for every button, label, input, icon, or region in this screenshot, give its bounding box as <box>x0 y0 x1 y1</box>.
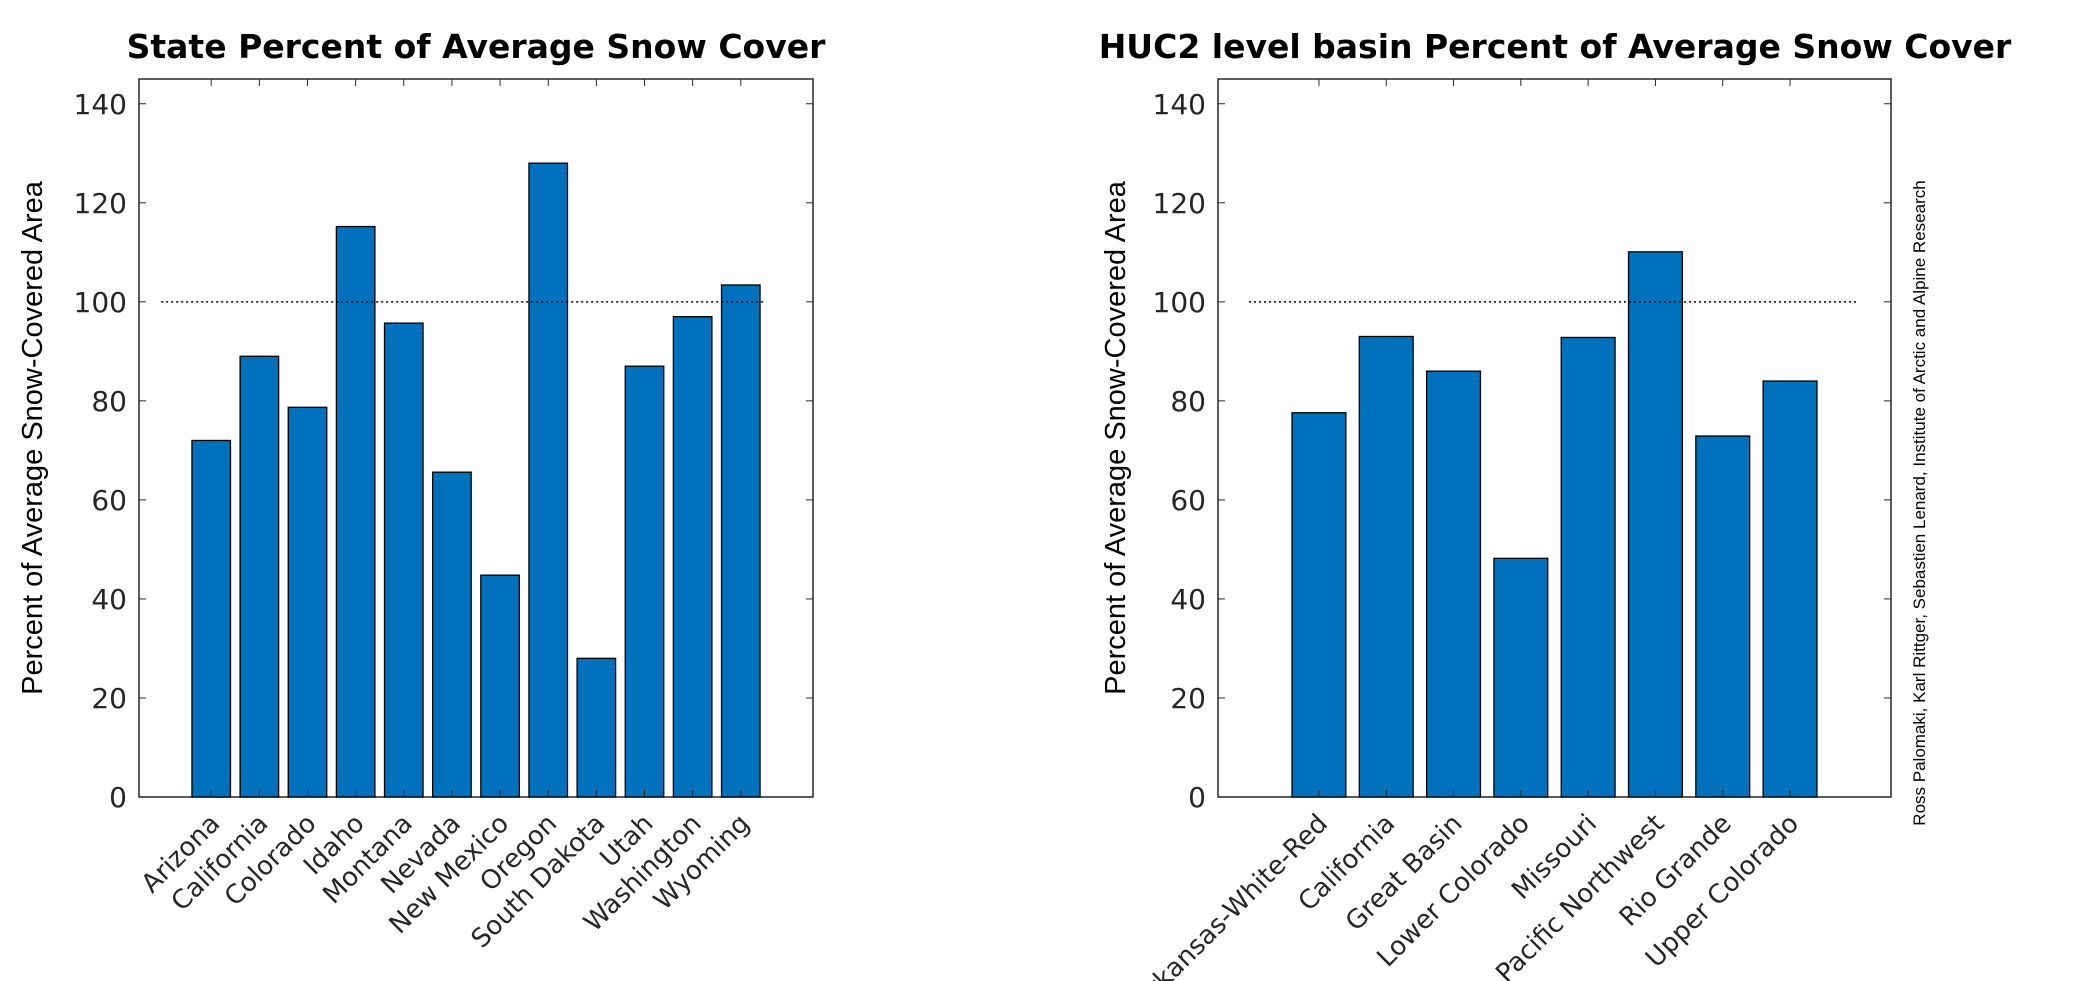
y-tick-label: 0 <box>1188 781 1206 814</box>
bar-upper-colorado <box>1762 380 1818 798</box>
y-tick-label: 40 <box>91 583 127 616</box>
bar-utah <box>624 365 665 798</box>
bar-california <box>1358 335 1414 798</box>
bar-oregon <box>528 162 569 798</box>
y-tick-label: 100 <box>74 286 127 319</box>
chart-title: State Percent of Average Snow Cover <box>127 27 826 66</box>
y-tick-label: 140 <box>74 88 127 121</box>
bar-nevada <box>432 471 472 798</box>
bar-idaho <box>335 225 376 798</box>
y-tick-label: 20 <box>1170 682 1206 715</box>
y-tick-label: 120 <box>74 187 127 220</box>
y-tick-label: 140 <box>1153 88 1206 121</box>
bar-arizona <box>191 439 232 798</box>
y-tick-label: 120 <box>1153 187 1206 220</box>
bar-california <box>239 355 280 798</box>
bar-arkansas-white-red <box>1291 412 1347 798</box>
bar-great-basin <box>1425 370 1482 798</box>
y-axis-label: Percent of Average Snow-Covered Area <box>1100 180 1132 695</box>
bar-montana <box>383 322 424 798</box>
y-tick-label: 80 <box>91 385 127 418</box>
bar-washington <box>672 316 713 798</box>
bar-lower-colorado <box>1493 557 1549 798</box>
chart-title: HUC2 level basin Percent of Average Snow… <box>1099 27 2012 66</box>
credit-text: Ross Palomaki, Karl Rittger, Sebastien L… <box>1910 180 1929 825</box>
bar-wyoming <box>720 284 761 798</box>
y-tick-label: 40 <box>1170 583 1206 616</box>
huc2-chart: HUC2 level basin Percent of Average Snow… <box>1099 27 2012 981</box>
y-tick-label: 60 <box>91 484 127 517</box>
bar-missouri <box>1560 336 1616 798</box>
y-tick-label: 20 <box>91 682 127 715</box>
y-tick-label: 80 <box>1170 385 1206 418</box>
y-axis-label: Percent of Average Snow-Covered Area <box>17 180 49 695</box>
y-tick-label: 60 <box>1170 484 1206 517</box>
y-tick-label: 100 <box>1153 286 1206 319</box>
bar-colorado <box>287 406 328 798</box>
state-chart: State Percent of Average Snow Cover Perc… <box>17 27 826 954</box>
bar-rio-grande <box>1695 435 1751 798</box>
bar-new-mexico <box>480 574 520 798</box>
bar-south-dakota <box>576 657 617 798</box>
bar-pacific-northwest <box>1627 251 1684 798</box>
y-tick-label: 0 <box>109 781 127 814</box>
